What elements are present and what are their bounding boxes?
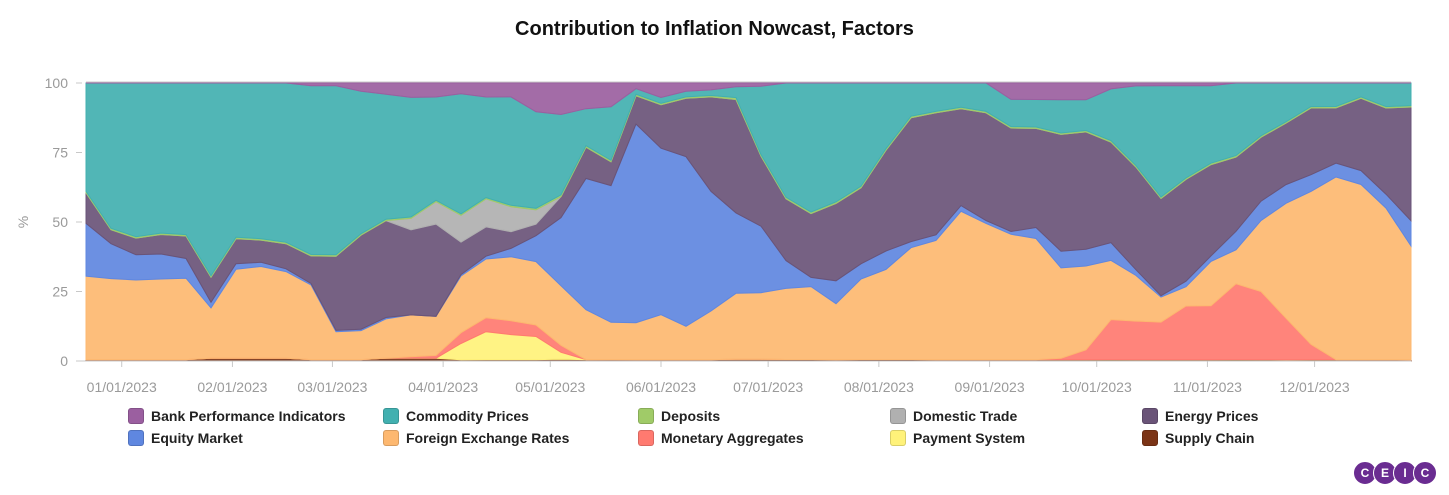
legend-item-monetary-aggregates[interactable]: Monetary Aggregates: [638, 430, 804, 446]
legend-swatch: [1142, 430, 1158, 446]
logo-letter: C: [1413, 461, 1437, 485]
legend-label: Deposits: [661, 408, 721, 424]
x-tick-label: 02/01/2023: [197, 379, 267, 395]
x-tick-label: 09/01/2023: [955, 379, 1025, 395]
legend-label: Bank Performance Indicators: [151, 408, 346, 424]
legend-label: Foreign Exchange Rates: [406, 430, 570, 446]
legend-item-foreign-exchange-rates[interactable]: Foreign Exchange Rates: [383, 430, 569, 446]
legend-swatch: [890, 430, 906, 446]
x-tick-label: 08/01/2023: [844, 379, 914, 395]
legend-swatch: [638, 430, 654, 446]
legend-swatch: [383, 408, 399, 424]
y-tick-label: 25: [52, 284, 68, 300]
x-tick-label: 06/01/2023: [626, 379, 696, 395]
legend-label: Domestic Trade: [913, 408, 1018, 424]
x-tick-label: 12/01/2023: [1280, 379, 1350, 395]
x-tick-label: 04/01/2023: [408, 379, 478, 395]
legend-swatch: [638, 408, 654, 424]
x-tick-label: 10/01/2023: [1062, 379, 1132, 395]
x-tick-label: 03/01/2023: [297, 379, 367, 395]
y-tick-label: 75: [52, 145, 68, 161]
legend-item-supply-chain[interactable]: Supply Chain: [1142, 430, 1254, 446]
legend-item-domestic-trade[interactable]: Domestic Trade: [890, 408, 1017, 424]
legend-item-deposits[interactable]: Deposits: [638, 408, 720, 424]
y-tick-label: 50: [52, 214, 68, 230]
y-tick-label: 100: [45, 75, 69, 91]
legend-swatch: [890, 408, 906, 424]
x-tick-label: 11/01/2023: [1173, 379, 1242, 395]
legend-item-payment-system[interactable]: Payment System: [890, 430, 1025, 446]
legend-swatch: [128, 430, 144, 446]
y-tick-label: 0: [60, 353, 68, 369]
legend-swatch: [128, 408, 144, 424]
legend-label: Energy Prices: [1165, 408, 1259, 424]
chart-title: Contribution to Inflation Nowcast, Facto…: [515, 18, 914, 40]
legend-label: Equity Market: [151, 430, 243, 446]
legend-swatch: [383, 430, 399, 446]
legend-swatch: [1142, 408, 1158, 424]
y-axis-label: %: [15, 216, 31, 228]
legend-label: Supply Chain: [1165, 430, 1255, 446]
legend-item-bank-performance-indicators[interactable]: Bank Performance Indicators: [128, 408, 346, 424]
x-tick-label: 01/01/2023: [87, 379, 157, 395]
legend-label: Payment System: [913, 430, 1026, 446]
x-tick-label: 07/01/2023: [733, 379, 803, 395]
legend-item-commodity-prices[interactable]: Commodity Prices: [383, 408, 529, 424]
legend-item-equity-market[interactable]: Equity Market: [128, 430, 243, 446]
legend-label: Commodity Prices: [406, 408, 529, 424]
legend-label: Monetary Aggregates: [661, 430, 804, 446]
area-series-bank-performance-indicators: [86, 82, 1411, 116]
x-tick-label: 05/01/2023: [515, 379, 585, 395]
legend-item-energy-prices[interactable]: Energy Prices: [1142, 408, 1258, 424]
